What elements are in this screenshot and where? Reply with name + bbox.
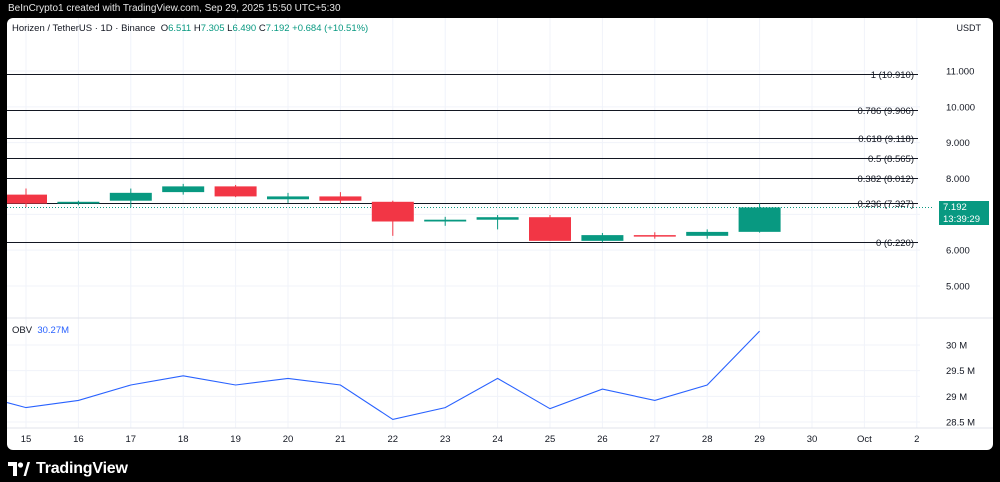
tradingview-logo-icon <box>8 462 30 476</box>
obv-tick-label: 30 M <box>946 341 967 352</box>
currency-label: USDT <box>956 23 982 33</box>
price-tick-label: 5.000 <box>946 282 970 293</box>
candle-body <box>686 231 729 236</box>
footer-brand: TradingView <box>36 460 128 477</box>
fib-level-label: 0.5 (8.565) <box>868 154 914 165</box>
candle-body <box>267 196 309 200</box>
time-tick-label: 25 <box>545 434 556 445</box>
time-tick-label: 18 <box>178 434 189 445</box>
open-label: O <box>160 23 169 34</box>
symbol-legend: Horizen / TetherUS · 1D · Binance O6.511… <box>12 23 368 34</box>
chart-svg[interactable]: 1 (10.910) 0.786 (9.906) 0.618 (9.118) 0.5 … <box>7 18 993 450</box>
fib-level-label: 0.236 (7.327) <box>857 199 914 210</box>
open-value: 6.511 <box>168 23 192 34</box>
time-tick-label: 30 <box>807 434 818 445</box>
candle-countdown: 13:39:29 <box>943 213 980 225</box>
candle-body <box>57 201 100 204</box>
fib-level-label: 0.618 (9.118) <box>858 134 914 145</box>
candle-body <box>581 235 624 241</box>
price-tick-label: 11.000 <box>946 67 974 78</box>
time-tick-label: 17 <box>126 434 137 445</box>
obv-value: 30.27M <box>37 325 70 336</box>
low-label: L <box>227 23 233 34</box>
candle-body <box>633 235 676 237</box>
obv-tick-label: 28.5 M <box>946 418 975 429</box>
time-tick-label: 22 <box>388 434 399 445</box>
candle-body <box>476 217 519 220</box>
candle-body <box>162 186 205 193</box>
time-tick-label: 15 <box>21 434 32 445</box>
obv-tick-label: 29.5 M <box>946 366 975 377</box>
last-price-value: 7.192 <box>943 202 967 213</box>
time-tick-label: Oct <box>857 434 872 445</box>
chart-panel[interactable]: 1 (10.910) 0.786 (9.906) 0.618 (9.118) 0.5 … <box>7 18 993 450</box>
close-value: 7.192 <box>265 23 290 34</box>
fib-level-label: 0 (6.220) <box>876 238 914 249</box>
change-value: +0.684 (+10.51%) <box>292 23 369 34</box>
obv-label: OBV <box>12 325 33 336</box>
time-tick-label: 29 <box>754 434 765 445</box>
high-label: H <box>193 23 201 34</box>
obv-legend: OBV 30.27M <box>12 325 69 336</box>
time-tick-label: 26 <box>597 434 608 445</box>
last-price-tag: 7.192 13:39:29 <box>939 201 989 225</box>
time-tick-label: 24 <box>492 434 503 445</box>
candle-body <box>7 194 47 204</box>
price-tick-label: 10.000 <box>946 102 975 113</box>
time-tick-label: 21 <box>335 434 346 445</box>
candle-body <box>371 201 414 222</box>
obv-tick-label: 29 M <box>946 392 967 403</box>
price-tick-label: 9.000 <box>946 138 970 149</box>
obv-line <box>7 330 760 420</box>
price-tick-label: 8.000 <box>946 174 970 185</box>
high-value: 7.305 <box>200 23 225 34</box>
candle-body <box>214 186 257 197</box>
time-tick-label: 16 <box>73 434 84 445</box>
time-tick-label: 19 <box>230 434 241 445</box>
candle-body <box>109 192 152 201</box>
symbol-title: Horizen / TetherUS · 1D · Binance <box>12 23 156 34</box>
time-tick-label: 28 <box>702 434 713 445</box>
footer: TradingView <box>8 458 128 480</box>
fib-level-label: 0.786 (9.906) <box>857 106 914 117</box>
attribution-text: BeInCrypto1 created with TradingView.com… <box>8 3 341 14</box>
candle-body <box>319 196 362 201</box>
time-tick-label: 27 <box>650 434 661 445</box>
fib-level-label: 0.382 (8.012) <box>857 174 914 185</box>
time-tick-label: 23 <box>440 434 451 445</box>
time-tick-label: 2 <box>914 434 919 445</box>
candle-body <box>424 219 467 222</box>
low-value: 6.490 <box>232 23 257 34</box>
price-tick-label: 6.000 <box>946 246 970 257</box>
time-tick-label: 20 <box>283 434 294 445</box>
candle-body <box>529 217 571 241</box>
close-label: C <box>258 23 266 34</box>
fib-level-label: 1 (10.910) <box>871 70 914 81</box>
candle-body <box>738 207 781 232</box>
